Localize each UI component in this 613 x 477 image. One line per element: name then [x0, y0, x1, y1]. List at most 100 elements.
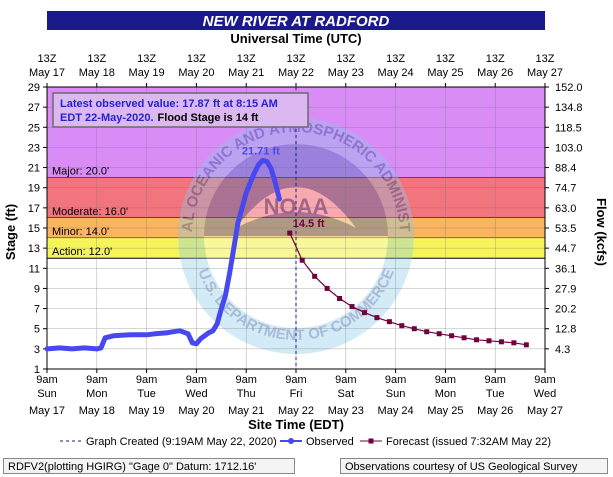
observed-point-9	[144, 332, 149, 337]
top-tick-label1-8: 13Z	[436, 53, 455, 65]
y-tick-label-2: 5	[34, 324, 40, 336]
bottom-tick-label2-2: Tue	[137, 388, 156, 400]
bottom-tick-label1-6: 9am	[335, 374, 356, 386]
bottom-tick-label2-1: Mon	[86, 388, 107, 400]
y-tick-label-0: 1	[34, 364, 40, 376]
bottom-tick-label2-3: Wed	[185, 388, 207, 400]
top-tick-label1-1: 13Z	[87, 53, 106, 65]
y-tick-label-8: 17	[28, 203, 40, 215]
top-tick-label1-6: 13Z	[336, 53, 355, 65]
bottom-tick-label1-5: 9am	[285, 374, 306, 386]
top-tick-label2-5: May 22	[278, 67, 314, 79]
flood-band-label-1: Moderate: 16.0'	[52, 206, 128, 218]
forecast-point-4	[337, 296, 343, 301]
observed-point-21	[223, 293, 228, 298]
observed-peak-label: 21.71 ft	[242, 145, 280, 157]
y2-tick-label-4: 36.1	[555, 263, 576, 275]
bottom-tick-label3-10: May 27	[527, 405, 563, 417]
y2-tick-label-7: 63.0	[555, 203, 576, 215]
forecast-point-1	[299, 257, 305, 263]
observed-point-30	[260, 158, 265, 163]
observed-point-14	[190, 340, 195, 346]
title-bar-background	[47, 11, 545, 30]
chart-title: NEW RIVER AT RADFORD	[203, 13, 390, 30]
bottom-tick-label3-2: May 19	[129, 405, 165, 417]
top-tick-label1-4: 13Z	[237, 53, 256, 65]
axes: 13579111315171921232527294.312.820.227.9…	[28, 53, 583, 417]
bottom-tick-label3-3: May 20	[178, 405, 214, 417]
footer-datum: RDFV2(plotting HGIRG) "Gage 0" Datum: 17…	[3, 458, 295, 474]
forecast-point-3	[324, 285, 330, 291]
top-tick-label1-10: 13Z	[536, 53, 555, 65]
forecast-point-9	[399, 323, 405, 329]
top-axis-title: Universal Time (UTC)	[230, 31, 361, 46]
observed-point-20	[219, 306, 224, 311]
y2-tick-label-6: 53.5	[555, 223, 576, 235]
forecast-point-8	[386, 319, 392, 325]
bottom-tick-label3-6: May 23	[328, 405, 364, 417]
top-tick-label2-7: May 24	[378, 67, 414, 79]
legend-created-label: Graph Created (9:19AM May 22, 2020)	[86, 436, 277, 448]
y2-tick-label-10: 103.0	[555, 142, 583, 154]
observed-point-6	[102, 335, 108, 340]
observed-point-33	[273, 180, 278, 185]
bottom-tick-label3-0: May 17	[29, 405, 65, 417]
y-tick-label-9: 19	[28, 183, 40, 195]
observed-point-19	[214, 321, 220, 326]
forecast-point-7	[374, 315, 380, 321]
bottom-tick-label1-9: 9am	[484, 374, 505, 386]
forecast-point-13	[449, 333, 455, 339]
top-tick-label2-6: May 23	[328, 67, 364, 79]
flood-category-labels: Major: 20.0' Moderate: 16.0' Minor: 14.0' A…	[52, 166, 128, 259]
y2-tick-label-12: 134.8	[555, 102, 583, 114]
observed-point-18	[210, 328, 216, 333]
bottom-tick-label3-8: May 25	[427, 405, 463, 417]
bottom-tick-label2-10: Wed	[534, 388, 556, 400]
bottom-tick-label1-1: 9am	[86, 374, 107, 386]
observed-point-12	[177, 328, 182, 333]
top-tick-label1-0: 13Z	[38, 53, 57, 65]
observed-point-8	[127, 332, 133, 337]
infobox-line1: Latest observed value: 17.87 ft at 8:15 …	[60, 98, 278, 110]
forecast-point-16	[486, 338, 492, 344]
observed-point-15	[194, 341, 199, 347]
bottom-tick-label2-6: Sat	[338, 388, 355, 400]
infobox-line2-date: EDT 22-May-2020.	[60, 112, 154, 124]
observed-point-4	[94, 346, 100, 352]
observed-point-0	[44, 346, 50, 352]
top-tick-label2-0: May 17	[29, 67, 65, 79]
legend-forecast-marker	[368, 438, 374, 444]
y2-axis-label: Flow (kcfs)	[594, 198, 609, 266]
y2-tick-label-0: 4.3	[555, 344, 570, 356]
forecast-point-12	[436, 331, 442, 337]
bottom-tick-label3-4: May 21	[228, 405, 264, 417]
y2-tick-label-3: 27.9	[555, 283, 576, 295]
bottom-tick-label2-4: Thu	[237, 388, 256, 400]
observed-point-7	[111, 333, 116, 338]
bottom-tick-label3-5: May 22	[278, 405, 314, 417]
top-tick-label1-2: 13Z	[137, 53, 156, 65]
bottom-tick-label2-7: Sun	[386, 388, 406, 400]
bottom-tick-label1-3: 9am	[186, 374, 207, 386]
y-tick-label-7: 15	[28, 223, 40, 235]
infobox-flood-stage: Flood Stage is 14 ft	[158, 112, 259, 124]
observed-point-26	[244, 190, 249, 195]
top-tick-label1-3: 13Z	[187, 53, 206, 65]
top-tick-label1-9: 13Z	[486, 53, 505, 65]
y-tick-label-3: 7	[34, 304, 40, 316]
y2-tick-label-5: 44.7	[555, 243, 576, 255]
forecast-point-14	[461, 335, 467, 341]
y-tick-label-6: 13	[28, 243, 40, 255]
y-tick-label-12: 25	[28, 122, 40, 134]
latest-observation-box: Latest observed value: 17.87 ft at 8:15 …	[52, 92, 309, 128]
observed-point-3	[82, 345, 87, 351]
top-tick-label2-1: May 18	[79, 67, 115, 79]
x-axis-label: Site Time (EDT)	[248, 417, 344, 432]
top-tick-label1-5: 13Z	[287, 53, 306, 65]
observed-point-34	[277, 196, 282, 202]
y-tick-label-4: 9	[34, 283, 40, 295]
observed-point-1	[57, 345, 62, 351]
y-tick-label-5: 11	[29, 263, 40, 275]
bottom-tick-label2-8: Mon	[435, 388, 456, 400]
top-tick-label2-8: May 25	[427, 67, 463, 79]
